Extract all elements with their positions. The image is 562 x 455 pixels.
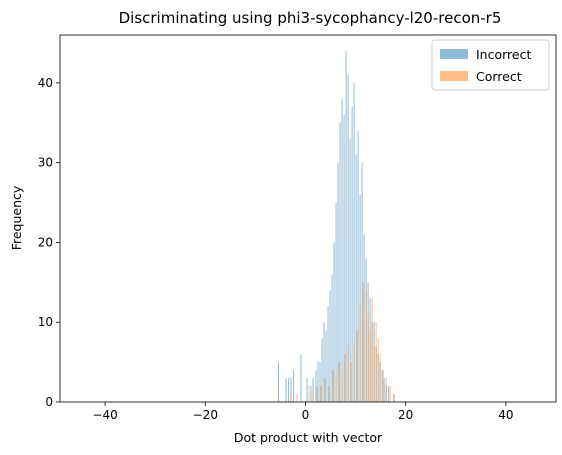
bar-incorrect bbox=[388, 386, 390, 402]
bar-incorrect bbox=[292, 370, 294, 402]
legend-swatch-incorrect bbox=[440, 49, 468, 59]
bar-correct bbox=[369, 330, 371, 402]
bar-correct bbox=[328, 386, 330, 402]
bar-incorrect bbox=[333, 242, 335, 402]
plot-area bbox=[60, 35, 556, 402]
bar-incorrect bbox=[363, 234, 365, 402]
bar-incorrect bbox=[361, 162, 363, 402]
bar-incorrect bbox=[351, 106, 353, 403]
bar-correct bbox=[353, 346, 355, 402]
legend: Incorrect Correct bbox=[431, 39, 550, 91]
bar-correct bbox=[375, 322, 377, 402]
bar-incorrect bbox=[290, 378, 292, 402]
bar-incorrect bbox=[329, 290, 331, 402]
bar-correct bbox=[324, 378, 326, 402]
y-tick-label: 20 bbox=[38, 235, 53, 249]
bar-correct bbox=[362, 282, 364, 402]
legend-label-incorrect: Incorrect bbox=[476, 47, 531, 62]
bar-incorrect bbox=[310, 386, 312, 402]
bar-incorrect bbox=[381, 370, 383, 402]
bar-incorrect bbox=[341, 98, 343, 402]
bar-incorrect bbox=[277, 362, 279, 402]
bar-incorrect bbox=[359, 194, 361, 402]
x-tick-label: −40 bbox=[92, 408, 117, 422]
bar-incorrect bbox=[325, 330, 327, 402]
x-tick-label: 40 bbox=[498, 408, 513, 422]
bar-incorrect bbox=[323, 322, 325, 402]
bar-correct bbox=[389, 386, 391, 402]
bar-correct bbox=[344, 354, 346, 402]
bar-correct bbox=[308, 386, 310, 402]
bar-correct bbox=[341, 370, 343, 402]
bar-incorrect bbox=[343, 114, 345, 402]
y-tick-label: 0 bbox=[45, 395, 53, 409]
bar-incorrect bbox=[337, 162, 339, 402]
bar-correct bbox=[332, 370, 334, 402]
bar-correct bbox=[393, 394, 395, 402]
bar-incorrect bbox=[357, 130, 359, 403]
x-tick-label: 20 bbox=[398, 408, 413, 422]
chart-title: Discriminating using phi3-sycophancy-l20… bbox=[119, 9, 502, 27]
bar-incorrect bbox=[315, 370, 317, 402]
bar-correct bbox=[377, 338, 379, 402]
bar-correct bbox=[371, 298, 373, 402]
bar-incorrect bbox=[300, 354, 302, 402]
bar-correct bbox=[312, 394, 314, 402]
bar-correct bbox=[347, 346, 349, 402]
bar-correct bbox=[296, 394, 298, 402]
bar-incorrect bbox=[383, 378, 385, 402]
bar-incorrect bbox=[327, 306, 329, 402]
bar-incorrect bbox=[331, 274, 333, 402]
ticks-layer: −40 −20 0 20 40 0 10 20 30 40 bbox=[38, 76, 514, 422]
bar-incorrect bbox=[347, 74, 349, 402]
bars-layer bbox=[277, 50, 395, 403]
y-tick-label: 30 bbox=[38, 156, 53, 170]
bar-incorrect bbox=[285, 378, 287, 402]
bar-correct bbox=[350, 362, 352, 402]
bar-incorrect bbox=[339, 122, 341, 402]
bar-correct bbox=[382, 370, 384, 402]
bar-correct bbox=[335, 378, 337, 402]
bar-incorrect bbox=[319, 362, 321, 402]
bar-incorrect bbox=[317, 362, 319, 402]
bar-correct bbox=[365, 290, 367, 402]
y-tick-label: 10 bbox=[38, 315, 53, 329]
bar-correct bbox=[316, 386, 318, 402]
x-axis-label: Dot product with vector bbox=[234, 430, 383, 445]
bar-incorrect bbox=[355, 154, 357, 402]
y-axis-label: Frequency bbox=[9, 185, 24, 250]
bar-correct bbox=[290, 394, 292, 402]
bar-correct bbox=[338, 362, 340, 402]
bar-correct bbox=[356, 330, 358, 402]
bar-incorrect bbox=[335, 202, 337, 402]
y-tick-label: 40 bbox=[38, 76, 53, 90]
bar-incorrect bbox=[312, 378, 314, 402]
bar-correct bbox=[385, 378, 387, 402]
bar-correct bbox=[367, 314, 369, 402]
series-correct-bars bbox=[290, 282, 395, 402]
bar-incorrect bbox=[349, 138, 351, 402]
bar-correct bbox=[320, 386, 322, 402]
bar-incorrect bbox=[306, 378, 308, 402]
bar-incorrect bbox=[345, 50, 347, 403]
legend-label-correct: Correct bbox=[476, 69, 522, 84]
legend-swatch-correct bbox=[440, 71, 468, 81]
x-tick-label: −20 bbox=[193, 408, 218, 422]
x-tick-label: 0 bbox=[302, 408, 310, 422]
bar-incorrect bbox=[321, 338, 323, 402]
bar-correct bbox=[359, 306, 361, 402]
bar-correct bbox=[373, 346, 375, 402]
plot-frame bbox=[59, 34, 557, 403]
bar-incorrect bbox=[287, 378, 289, 402]
bar-incorrect bbox=[353, 82, 355, 403]
bar-correct bbox=[379, 354, 381, 402]
